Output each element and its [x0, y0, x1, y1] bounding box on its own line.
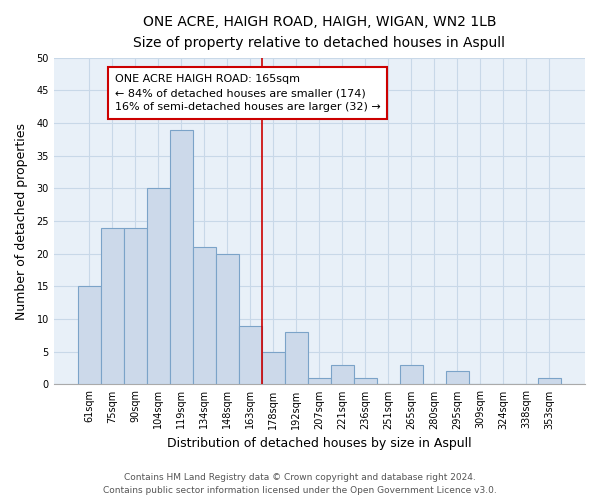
Bar	[78, 286, 101, 384]
Text: Contains HM Land Registry data © Crown copyright and database right 2024.
Contai: Contains HM Land Registry data © Crown c…	[103, 474, 497, 495]
Bar	[446, 372, 469, 384]
Text: ONE ACRE HAIGH ROAD: 165sqm
← 84% of detached houses are smaller (174)
16% of se: ONE ACRE HAIGH ROAD: 165sqm ← 84% of det…	[115, 74, 380, 112]
Bar	[400, 365, 423, 384]
Bar	[331, 365, 354, 384]
Bar	[170, 130, 193, 384]
Title: ONE ACRE, HAIGH ROAD, HAIGH, WIGAN, WN2 1LB
Size of property relative to detache: ONE ACRE, HAIGH ROAD, HAIGH, WIGAN, WN2 …	[133, 15, 505, 50]
Bar	[354, 378, 377, 384]
Bar	[193, 247, 216, 384]
X-axis label: Distribution of detached houses by size in Aspull: Distribution of detached houses by size …	[167, 437, 472, 450]
Bar	[308, 378, 331, 384]
Y-axis label: Number of detached properties: Number of detached properties	[15, 122, 28, 320]
Bar	[239, 326, 262, 384]
Bar	[216, 254, 239, 384]
Bar	[538, 378, 561, 384]
Bar	[124, 228, 147, 384]
Bar	[147, 188, 170, 384]
Bar	[101, 228, 124, 384]
Bar	[262, 352, 285, 384]
Bar	[285, 332, 308, 384]
